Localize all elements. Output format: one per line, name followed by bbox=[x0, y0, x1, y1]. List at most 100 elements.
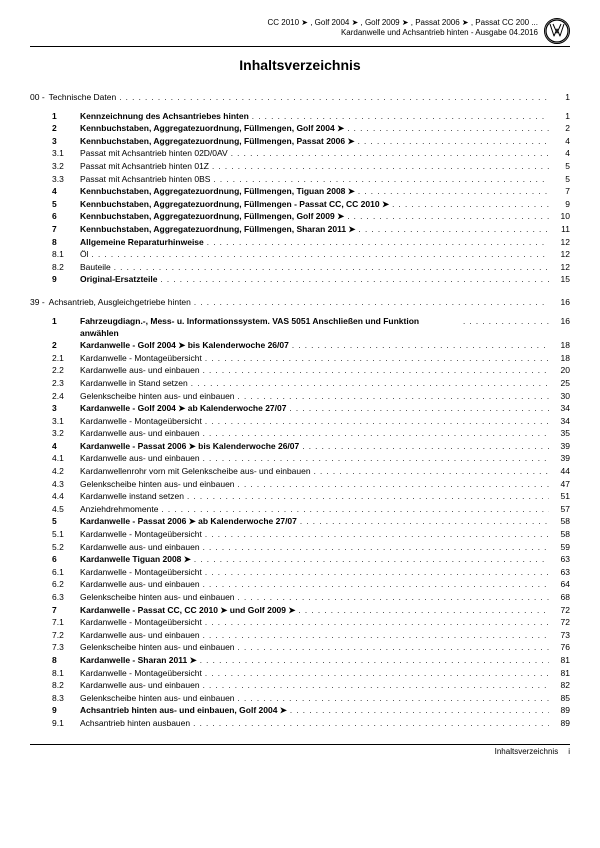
section-page: 1 bbox=[552, 91, 570, 103]
dots bbox=[205, 617, 549, 629]
toc-line: 4.1Kardanwelle aus- und einbauen39 bbox=[30, 452, 570, 465]
toc-label: Kennbuchstaben, Aggregatezuordnung, Füll… bbox=[80, 122, 344, 134]
toc-num: 7 bbox=[52, 604, 80, 616]
toc-page: 58 bbox=[552, 515, 570, 527]
toc-label: Gelenkscheibe hinten aus- und einbauen bbox=[80, 692, 235, 704]
page-title: Inhaltsverzeichnis bbox=[30, 57, 570, 73]
toc-line: 4.5Anziehdrehmomente57 bbox=[30, 503, 570, 516]
dots bbox=[238, 391, 549, 403]
dots bbox=[358, 186, 549, 198]
toc-num: 8.2 bbox=[52, 679, 80, 691]
toc-num: 3 bbox=[52, 402, 80, 414]
section-page: 16 bbox=[552, 296, 570, 308]
toc-line: 8.2Bauteile12 bbox=[30, 261, 570, 274]
dots bbox=[298, 605, 549, 617]
dots bbox=[114, 262, 549, 274]
toc-label: Kardanwelle - Passat 2006 ➤ bis Kalender… bbox=[80, 440, 299, 452]
toc-page: 25 bbox=[552, 377, 570, 389]
dots bbox=[238, 479, 549, 491]
footer: Inhaltsverzeichnis i bbox=[30, 744, 570, 756]
toc-line: 8.1Kardanwelle - Montageübersicht81 bbox=[30, 667, 570, 680]
toc-page: 89 bbox=[552, 704, 570, 716]
toc-line: 9.1Achsantrieb hinten ausbauen 89 bbox=[30, 717, 570, 730]
toc-page: 16 bbox=[552, 315, 570, 327]
dots bbox=[203, 453, 549, 465]
toc-num: 4.4 bbox=[52, 490, 80, 502]
toc-label: Kardanwelle - Montageübersicht bbox=[80, 667, 202, 679]
toc-label: Achsantrieb hinten aus- und einbauen, Go… bbox=[80, 704, 287, 716]
dots bbox=[194, 297, 549, 309]
toc-page: 68 bbox=[552, 591, 570, 603]
dots bbox=[200, 655, 549, 667]
toc-label: Passat mit Achsantrieb hinten 02D/0AV bbox=[80, 147, 228, 159]
toc-line: 6.3Gelenkscheibe hinten aus- und einbaue… bbox=[30, 591, 570, 604]
toc-num: 2.1 bbox=[52, 352, 80, 364]
toc-num: 3.2 bbox=[52, 160, 80, 172]
toc-line: 5Kardanwelle - Passat 2006 ➤ ab Kalender… bbox=[30, 515, 570, 528]
toc-line: 4.3Gelenkscheibe hinten aus- und einbaue… bbox=[30, 478, 570, 491]
toc-num: 4 bbox=[52, 440, 80, 452]
toc-line: 8.1Öl12 bbox=[30, 248, 570, 261]
toc-label: Achsantrieb hinten ausbauen bbox=[80, 717, 190, 729]
dots bbox=[238, 592, 549, 604]
toc-label: Kennbuchstaben, Aggregatezuordnung, Füll… bbox=[80, 223, 356, 235]
dots bbox=[238, 693, 549, 705]
toc-num: 9 bbox=[52, 273, 80, 285]
toc-page: 18 bbox=[552, 339, 570, 351]
dots bbox=[290, 705, 549, 717]
header: CC 2010 ➤ , Golf 2004 ➤ , Golf 2009 ➤ , … bbox=[30, 18, 570, 47]
toc-num: 8.1 bbox=[52, 667, 80, 679]
toc-page: 47 bbox=[552, 478, 570, 490]
dots bbox=[161, 504, 549, 516]
toc-num: 9.1 bbox=[52, 717, 80, 729]
toc-page: 34 bbox=[552, 402, 570, 414]
toc-label: Kardanwelle aus- und einbauen bbox=[80, 629, 200, 641]
toc-label: Passat mit Achsantrieb hinten 01Z bbox=[80, 160, 209, 172]
dots bbox=[359, 224, 549, 236]
toc-line: 8.2Kardanwelle aus- und einbauen82 bbox=[30, 679, 570, 692]
page: CC 2010 ➤ , Golf 2004 ➤ , Golf 2009 ➤ , … bbox=[0, 0, 600, 766]
toc-label: Kardanwelle instand setzen bbox=[80, 490, 184, 502]
toc-label: Bauteile bbox=[80, 261, 111, 273]
header-line2: Kardanwelle und Achsantrieb hinten - Aus… bbox=[267, 28, 538, 38]
dots bbox=[119, 92, 549, 104]
toc-page: 44 bbox=[552, 465, 570, 477]
toc-page: 15 bbox=[552, 273, 570, 285]
toc-label: Kardanwelle - Montageübersicht bbox=[80, 616, 202, 628]
toc-line: 3Kardanwelle - Golf 2004 ➤ ab Kalenderwo… bbox=[30, 402, 570, 415]
toc-page: 5 bbox=[552, 160, 570, 172]
toc-num: 1 bbox=[52, 110, 80, 122]
toc-page: 4 bbox=[552, 135, 570, 147]
toc-line: 3.3Passat mit Achsantrieb hinten 0BS5 bbox=[30, 173, 570, 186]
toc-label: Kardanwelle - Passat 2006 ➤ ab Kalenderw… bbox=[80, 515, 297, 527]
dots bbox=[314, 466, 549, 478]
dots bbox=[252, 111, 549, 123]
toc-label: Kardanwelle - Montageübersicht bbox=[80, 528, 202, 540]
toc-label: Passat mit Achsantrieb hinten 0BS bbox=[80, 173, 210, 185]
toc-num: 7 bbox=[52, 223, 80, 235]
toc-label: Kardanwelle - Golf 2004 ➤ ab Kalenderwoc… bbox=[80, 402, 286, 414]
toc-line: 3.1Passat mit Achsantrieb hinten 02D/0AV… bbox=[30, 147, 570, 160]
dots bbox=[203, 680, 549, 692]
toc-num: 6 bbox=[52, 210, 80, 222]
toc-label: Kardanwelle aus- und einbauen bbox=[80, 679, 200, 691]
toc-line: 5.1Kardanwelle - Montageübersicht58 bbox=[30, 528, 570, 541]
dots bbox=[289, 403, 549, 415]
dots bbox=[191, 378, 549, 390]
toc-page: 89 bbox=[552, 717, 570, 729]
toc-num: 5.1 bbox=[52, 528, 80, 540]
toc-page: 39 bbox=[552, 452, 570, 464]
toc-line: 3Kennbuchstaben, Aggregatezuordnung, Fül… bbox=[30, 135, 570, 148]
toc-page: 1 bbox=[552, 110, 570, 122]
toc-num: 5 bbox=[52, 515, 80, 527]
toc-num: 1 bbox=[52, 315, 80, 327]
toc: 00 -Technische Daten11Kennzeichnung des … bbox=[30, 91, 570, 730]
toc-page: 57 bbox=[552, 503, 570, 515]
toc-num: 4.5 bbox=[52, 503, 80, 515]
toc-label: Kardanwelle aus- und einbauen bbox=[80, 364, 200, 376]
header-text: CC 2010 ➤ , Golf 2004 ➤ , Golf 2009 ➤ , … bbox=[267, 18, 538, 39]
toc-page: 11 bbox=[552, 223, 570, 235]
dots bbox=[212, 161, 549, 173]
dots bbox=[203, 428, 549, 440]
toc-page: 64 bbox=[552, 578, 570, 590]
